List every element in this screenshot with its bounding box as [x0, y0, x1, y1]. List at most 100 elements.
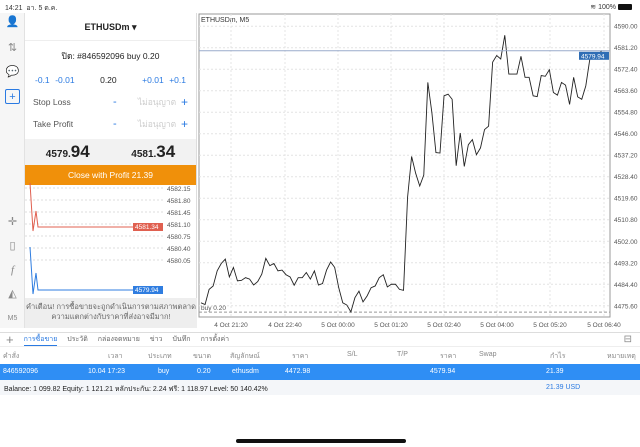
stop-loss-row: Stop Loss - ไม่อนุญาต + — [25, 91, 196, 113]
y-tick-label: 4590.00 — [614, 24, 638, 31]
bid-big: 94 — [70, 142, 90, 161]
table-row[interactable]: 846592096 10.04 17:23 buy 0.20 ethusdm 4… — [0, 364, 640, 380]
volume-plus-01[interactable]: +0.1 — [169, 75, 186, 85]
price-chart[interactable]: ETHUSDm, M5 4590.00 4581.20 4572.40 4563.60 4… — [197, 13, 640, 332]
cell-size: 0.20 — [197, 368, 211, 375]
add-icon[interactable]: + — [6, 332, 14, 347]
tab-settings[interactable]: การตั้งค่า — [200, 336, 230, 343]
candles-icon[interactable]: ▯ — [9, 240, 16, 252]
volume-controls: -0.1 -0.01 0.20 +0.01 +0.1 — [25, 75, 196, 85]
take-profit-label: Take Profit — [33, 119, 74, 129]
chat-icon[interactable]: 💬 — [5, 66, 20, 78]
current-price-label: 4579.94 — [581, 53, 605, 60]
total-profit: 21.39 USD — [546, 384, 581, 391]
tick-axis-label: 4581.45 — [167, 210, 191, 217]
crosshair-icon[interactable]: ✛ — [7, 216, 18, 228]
x-tick-label: 5 Oct 06:40 — [587, 322, 621, 329]
col-comment: หมายเหตุ — [607, 353, 636, 360]
y-tick-label: 4510.80 — [614, 217, 638, 224]
ask-big: 34 — [156, 142, 176, 161]
bottom-tabs: + การซื้อขาย ประวัติ กล่องจดหมาย ข่าว บั… — [0, 332, 640, 347]
cell-symbol: ethusdm — [232, 368, 259, 375]
volume-plus-001[interactable]: +0.01 — [142, 75, 164, 85]
balance-bar: Balance: 1 099.82 Equity: 1 121.21 หลักป… — [0, 380, 640, 395]
y-tick-label: 4546.00 — [614, 131, 638, 138]
status-bar: 14:21 อา. 5 ต.ค. ≋ 100% — [0, 0, 640, 13]
tick-axis-label: 4582.15 — [167, 186, 191, 193]
x-tick-label: 5 Oct 05:20 — [533, 322, 567, 329]
stop-loss-minus[interactable]: - — [113, 96, 117, 108]
current-price-tag — [579, 51, 609, 60]
cell-current-price: 4579.94 — [430, 368, 456, 375]
tab-journal[interactable]: บันทึก — [172, 336, 191, 343]
col-tp: T/P — [397, 351, 408, 358]
bid-tick-line — [29, 246, 133, 295]
col-symbol: สัญลักษณ์ — [230, 353, 260, 360]
symbol-selector[interactable]: ETHUSDm ▾ — [25, 13, 196, 41]
tab-trade[interactable]: การซื้อขาย — [23, 334, 58, 346]
trade-arrows-icon[interactable]: ⇅ — [7, 42, 18, 54]
tab-news[interactable]: ข่าว — [149, 336, 163, 343]
price-display: 4579.94 4581.34 — [25, 139, 196, 165]
tick-axis-label: 4581.80 — [167, 198, 191, 205]
stop-loss-plus[interactable]: + — [180, 95, 188, 109]
cell-order: 846592096 — [3, 368, 39, 375]
col-current-price: ราคา — [440, 353, 457, 360]
col-price: ราคา — [292, 353, 309, 360]
chart-title: ETHUSDm, M5 — [201, 17, 249, 24]
cell-type: buy — [158, 368, 170, 375]
layout-icon[interactable]: ⊟ — [623, 334, 632, 345]
x-tick-label: 5 Oct 01:20 — [374, 322, 408, 329]
clock: 14:21 — [5, 5, 23, 12]
timeframe-button[interactable]: M5 — [7, 315, 18, 322]
order-title: ปิด: #846592096 buy 0.20 — [61, 51, 160, 61]
volume-minus-01[interactable]: -0.1 — [35, 75, 50, 85]
tab-mailbox[interactable]: กล่องจดหมาย — [97, 336, 140, 343]
volume-minus-001[interactable]: -0.01 — [55, 75, 75, 85]
order-panel: ETHUSDm ▾ ปิด: #846592096 buy 0.20 -0.1 … — [25, 13, 197, 328]
bid-main: 4579. — [45, 149, 71, 160]
y-tick-label: 4537.20 — [614, 153, 638, 160]
indicators-icon[interactable]: f — [10, 264, 15, 276]
close-with-profit-button[interactable]: Close with Profit 21.39 — [25, 165, 196, 185]
battery-percent: 100% — [598, 4, 616, 11]
tick-axis-label: 4581.10 — [167, 222, 191, 229]
y-tick-label: 4554.80 — [614, 110, 638, 117]
ask-tick-line — [29, 182, 133, 232]
volume-value[interactable]: 0.20 — [100, 75, 117, 85]
battery-icon — [618, 4, 632, 11]
tick-axis-label: 4580.05 — [167, 258, 191, 265]
take-profit-input[interactable]: ไม่อนุญาต — [137, 119, 177, 129]
bid-tag — [133, 286, 163, 294]
take-profit-plus[interactable]: + — [180, 117, 188, 131]
x-tick-label: 5 Oct 02:40 — [427, 322, 461, 329]
left-toolbar: 👤 ⇅ 💬 + ✛ ▯ f ◭ M5 — [0, 13, 25, 328]
y-tick-label: 4528.40 — [614, 174, 638, 181]
y-tick-label: 4484.40 — [614, 282, 638, 289]
x-tick-label: 5 Oct 00:00 — [321, 322, 355, 329]
stop-loss-label: Stop Loss — [33, 97, 71, 107]
y-tick-label: 4475.60 — [614, 303, 638, 310]
ask-tag — [133, 223, 163, 231]
cell-profit: 21.39 — [546, 368, 564, 375]
ask-main: 4581. — [131, 149, 157, 160]
cell-time: 10.04 17:23 — [88, 368, 125, 375]
date: อา. 5 ต.ค. — [26, 5, 58, 12]
new-order-icon[interactable]: + — [5, 89, 20, 104]
col-time: เวลา — [108, 353, 123, 360]
y-tick-label: 4581.20 — [614, 45, 638, 52]
account-icon[interactable]: 👤 — [5, 16, 20, 28]
y-tick-label: 4519.60 — [614, 196, 638, 203]
col-type: ประเภท — [148, 353, 172, 360]
col-order: คำสั่ง — [3, 353, 20, 360]
tab-history[interactable]: ประวัติ — [67, 336, 88, 343]
take-profit-minus[interactable]: - — [113, 118, 117, 130]
col-sl: S/L — [347, 351, 358, 358]
ask-price: 4581.34 — [131, 142, 175, 162]
y-tick-label: 4502.00 — [614, 239, 638, 246]
stop-loss-input[interactable]: ไม่อนุญาต — [137, 97, 177, 107]
ask-tag-label: 4581.34 — [135, 224, 159, 231]
objects-icon[interactable]: ◭ — [8, 288, 17, 300]
x-tick-label: 4 Oct 21:20 — [214, 322, 248, 329]
bid-tag-label: 4579.94 — [135, 287, 159, 294]
